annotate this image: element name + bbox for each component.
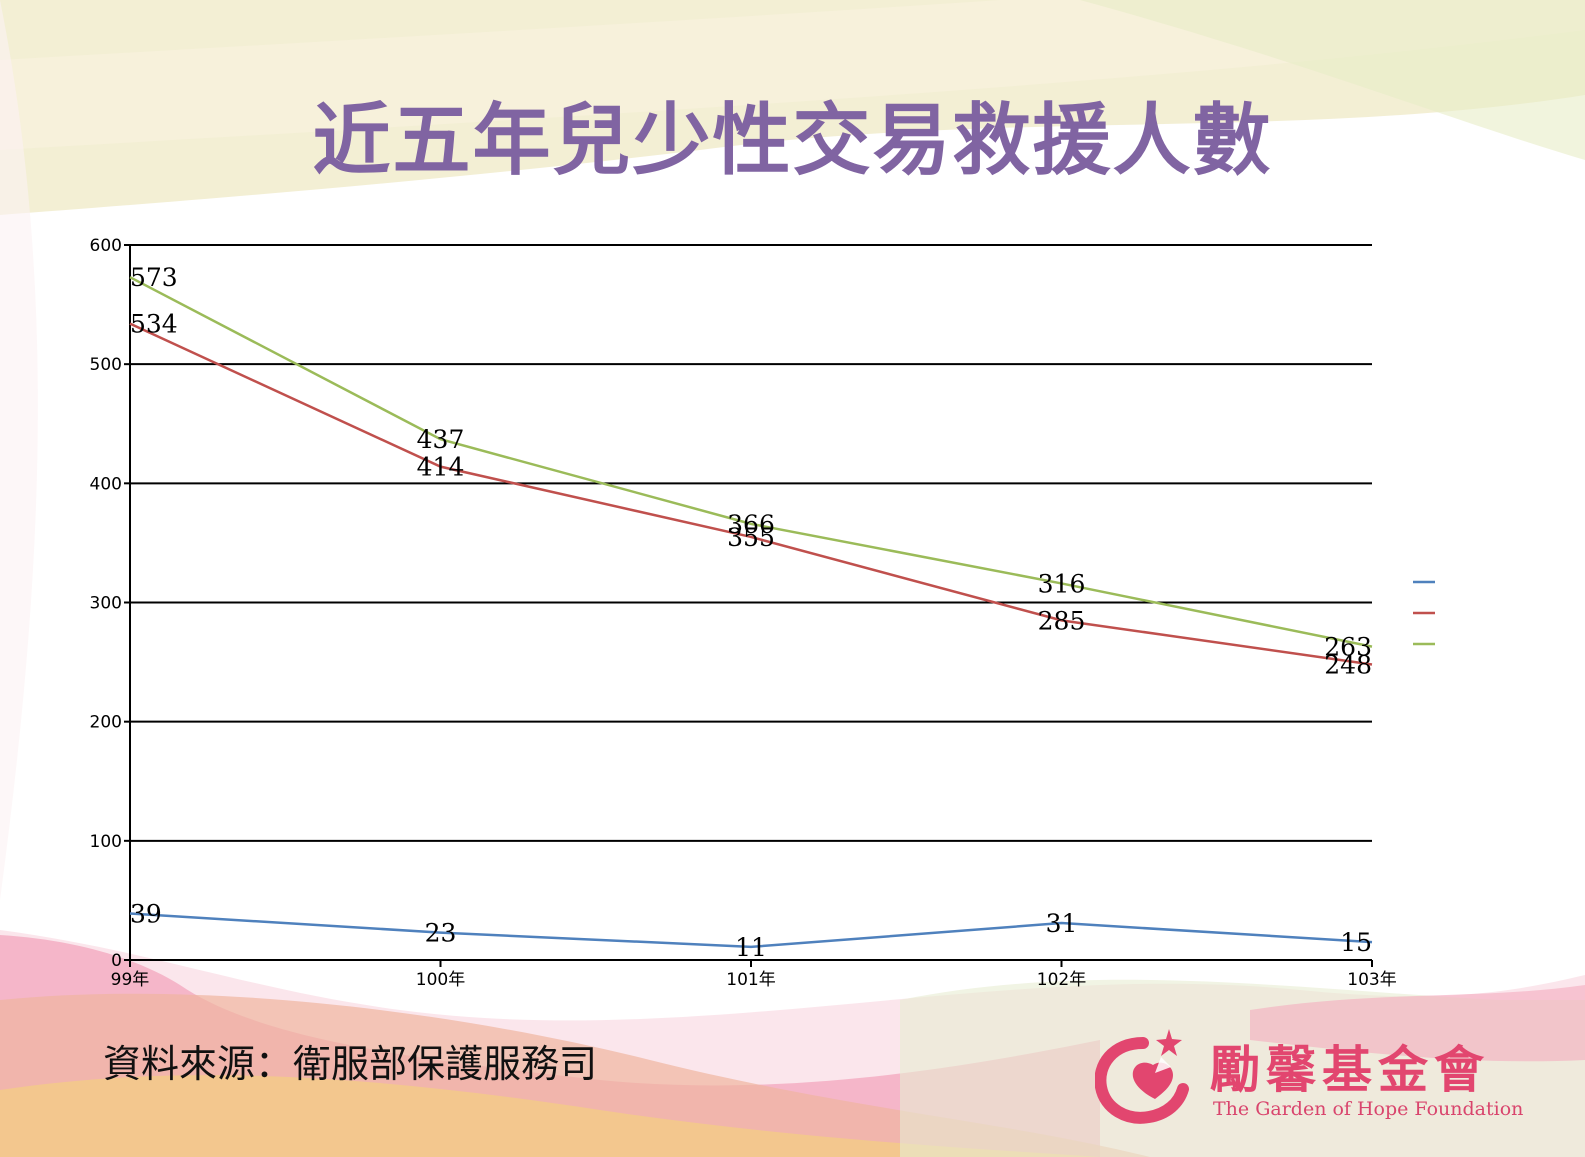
data-label: 39 bbox=[130, 900, 162, 929]
data-labels: 39 23 11 31 15 534 414 355 285 248 573 437 366 316 263 bbox=[130, 263, 1372, 962]
data-label: 263 bbox=[1324, 633, 1372, 662]
data-label: 285 bbox=[1038, 606, 1086, 635]
x-tick-label: 101年 bbox=[726, 970, 775, 990]
x-tick-label: 103年 bbox=[1347, 970, 1396, 990]
chart-legend bbox=[1413, 580, 1435, 646]
data-label: 11 bbox=[735, 933, 767, 962]
y-tick-label: 500 bbox=[90, 355, 122, 375]
series-lines bbox=[129, 276, 1373, 949]
y-axis-tick-labels: 0 100 200 300 400 500 600 bbox=[90, 236, 122, 971]
source-note: 資料來源：衛服部保護服務司 bbox=[103, 1042, 598, 1086]
y-tick-label: 400 bbox=[90, 474, 122, 494]
y-tick-label: 600 bbox=[90, 236, 122, 256]
data-label: 534 bbox=[130, 310, 178, 339]
data-label: 437 bbox=[417, 425, 465, 454]
data-label: 573 bbox=[130, 263, 178, 292]
slide-title: 近五年兒少性交易救援人數 bbox=[312, 96, 1273, 186]
x-tick-label: 102年 bbox=[1037, 970, 1086, 990]
y-tick-label: 300 bbox=[90, 594, 122, 614]
logo-name-chinese: 勵馨基金會 bbox=[1210, 1040, 1490, 1099]
data-label: 316 bbox=[1038, 569, 1086, 598]
data-label: 414 bbox=[417, 453, 465, 482]
x-tick-label: 99年 bbox=[111, 970, 150, 990]
data-label: 23 bbox=[425, 919, 457, 948]
data-label: 15 bbox=[1340, 928, 1372, 957]
series-line bbox=[129, 912, 1373, 949]
x-tick-label: 100年 bbox=[416, 970, 465, 990]
heart-star-logo-icon bbox=[1095, 1029, 1189, 1124]
y-tick-label: 100 bbox=[90, 832, 122, 852]
data-label: 248 bbox=[1324, 650, 1372, 679]
y-tick-label: 200 bbox=[90, 713, 122, 733]
chart-gridlines bbox=[130, 244, 1372, 842]
series-line bbox=[129, 276, 1373, 648]
logo-name-english: The Garden of Hope Foundation bbox=[1213, 1098, 1524, 1120]
data-label: 31 bbox=[1046, 909, 1078, 938]
y-tick-label: 0 bbox=[111, 951, 122, 971]
x-axis-tick-labels: 99年 100年 101年 102年 103年 bbox=[111, 970, 1397, 990]
series-line bbox=[129, 322, 1373, 666]
chart-axes bbox=[124, 244, 1373, 967]
data-label: 366 bbox=[727, 510, 775, 539]
data-label: 355 bbox=[727, 523, 775, 552]
